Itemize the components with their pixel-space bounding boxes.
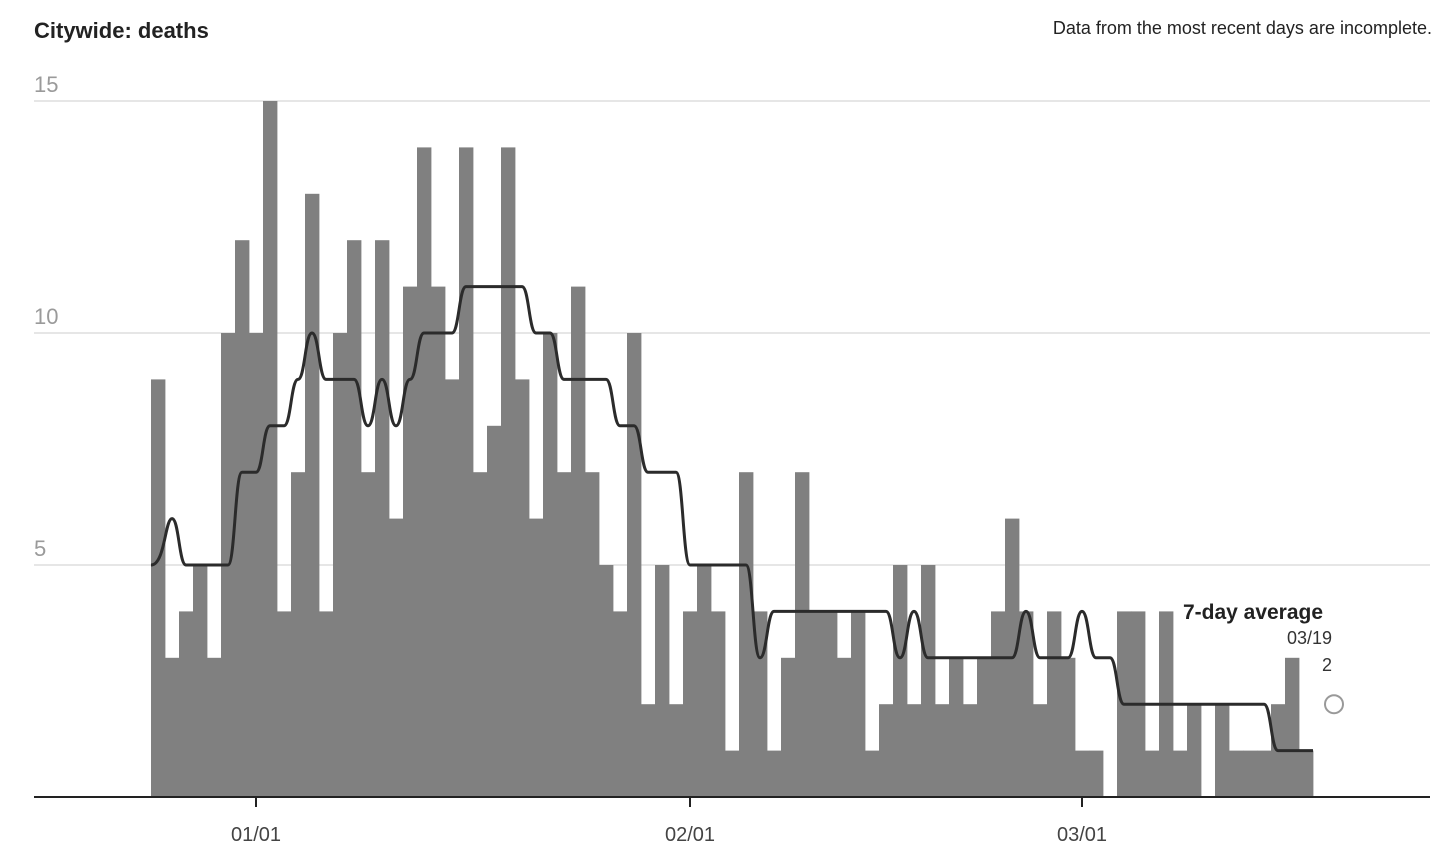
bar (361, 472, 376, 797)
bar (711, 611, 726, 797)
x-tick-label: 02/01 (665, 824, 715, 846)
bar (375, 240, 390, 797)
bar (459, 147, 474, 797)
bar (655, 565, 670, 797)
bar (907, 704, 922, 797)
bar (1047, 611, 1062, 797)
bar (263, 101, 278, 797)
bar (417, 147, 432, 797)
tooltip-marker[interactable] (1324, 694, 1344, 715)
bar (781, 657, 796, 797)
bar (515, 379, 530, 797)
bar (151, 379, 166, 797)
y-tick-label: 15 (34, 72, 58, 97)
bar (445, 379, 460, 797)
bar (1033, 704, 1048, 797)
bar (949, 657, 964, 797)
bar (207, 657, 222, 797)
bar (795, 472, 810, 797)
bar (473, 472, 488, 797)
bar (725, 750, 740, 797)
x-tick-label: 03/01 (1057, 824, 1107, 846)
bar (613, 611, 628, 797)
bar (1187, 704, 1202, 797)
bar (921, 565, 936, 797)
y-tick-label: 5 (34, 536, 46, 561)
bar (179, 611, 194, 797)
bar (1257, 750, 1272, 797)
bar (1019, 611, 1034, 797)
bar (599, 565, 614, 797)
bar (305, 193, 320, 798)
bar (739, 472, 754, 797)
bar (991, 611, 1006, 797)
bar (865, 750, 880, 797)
bar (1089, 750, 1104, 797)
bar (935, 704, 950, 797)
tooltip-date: 03/19 (1287, 628, 1332, 648)
incomplete-data-note: Data from the most recent days are incom… (1052, 18, 1432, 38)
bar (1061, 657, 1076, 797)
bar (977, 657, 992, 797)
bar (193, 565, 208, 797)
bar (669, 704, 684, 797)
bar (1215, 704, 1230, 797)
bar (1173, 750, 1188, 797)
bar (1145, 750, 1160, 797)
bar (697, 565, 712, 797)
bar (823, 611, 838, 797)
seven-day-average-line (150, 285, 1313, 753)
tooltip-value: 2 (1322, 655, 1332, 675)
bar (501, 147, 516, 797)
bar (879, 704, 894, 797)
bar (291, 472, 306, 797)
bar (557, 472, 572, 797)
bar (235, 240, 250, 797)
bar (487, 425, 502, 797)
bar (543, 333, 558, 797)
bar (851, 611, 866, 797)
bar (753, 611, 768, 797)
bar (571, 286, 586, 797)
bar (333, 333, 348, 797)
bar (641, 704, 656, 797)
bar (893, 565, 908, 797)
bar (347, 240, 362, 797)
bar (963, 704, 978, 797)
bar (1229, 750, 1244, 797)
seven-day-average-label: 7-day average (1183, 601, 1323, 624)
bar (165, 657, 180, 797)
bar (529, 518, 544, 797)
bar (837, 657, 852, 797)
bar (1075, 750, 1090, 797)
bar (389, 518, 404, 797)
bar (403, 286, 418, 797)
bar (277, 611, 292, 797)
bar (1243, 750, 1258, 797)
bar (249, 333, 264, 797)
bar (585, 472, 600, 797)
bar (627, 333, 642, 797)
bar (809, 611, 824, 797)
bar (1299, 750, 1314, 797)
y-tick-label: 10 (34, 304, 58, 329)
bar (431, 286, 446, 797)
chart-title: Citywide: deaths (34, 18, 209, 43)
bar (319, 611, 334, 797)
x-tick-label: 01/01 (231, 824, 281, 846)
bar (683, 611, 698, 797)
bar (767, 750, 782, 797)
bar (1285, 657, 1300, 797)
